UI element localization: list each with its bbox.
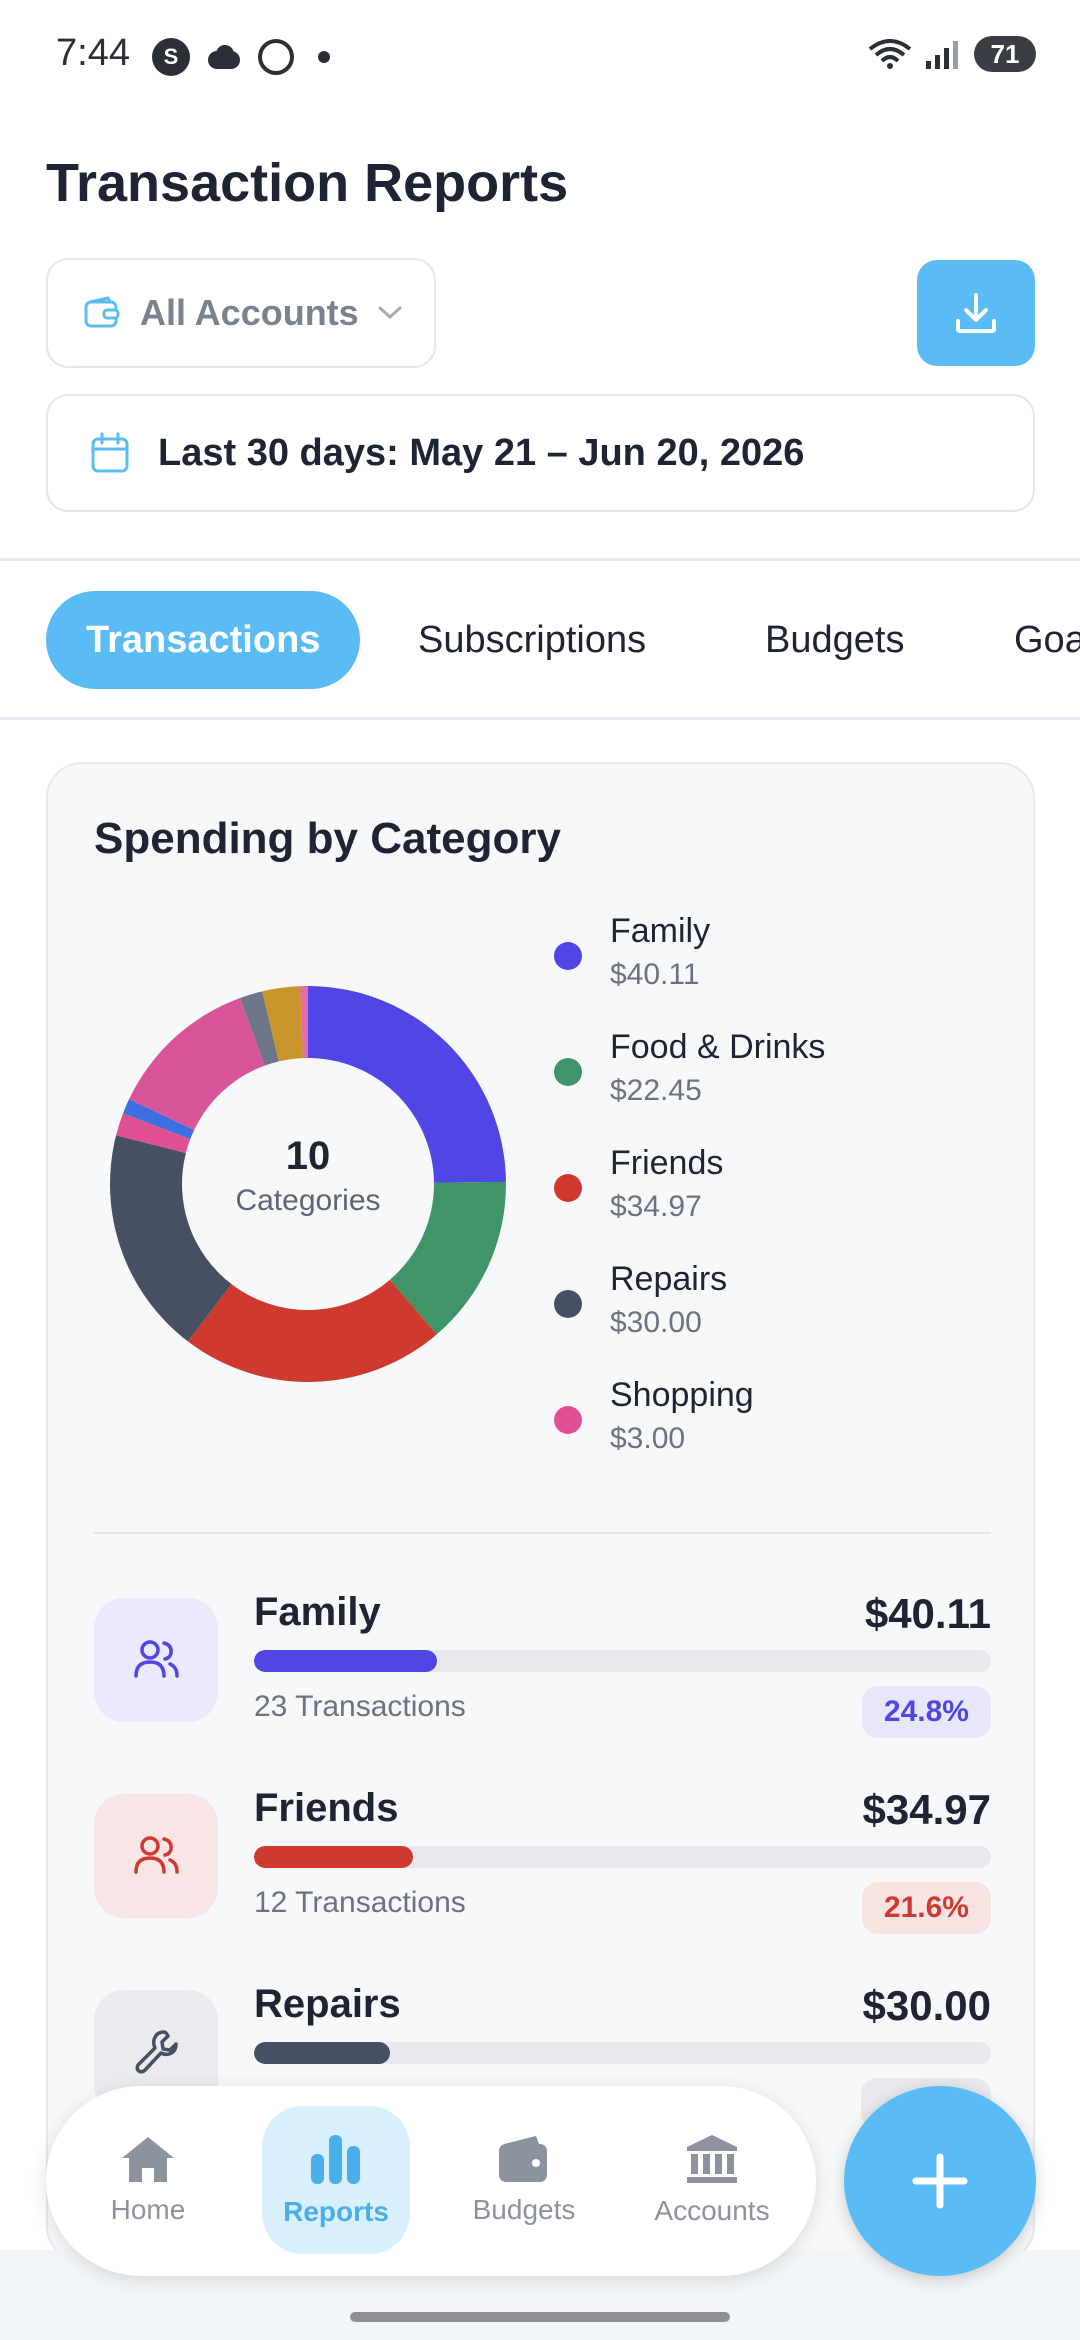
divider xyxy=(94,1532,991,1534)
nav-budgets[interactable]: Budgets xyxy=(450,2106,598,2254)
wallet-icon xyxy=(84,296,120,328)
category-progress-fill xyxy=(254,1650,437,1672)
legend-name: Shopping xyxy=(610,1376,754,1414)
battery-icon: 71 xyxy=(974,36,1036,72)
category-progress-fill xyxy=(254,1846,414,1868)
legend-name: Family xyxy=(610,912,711,950)
legend-dot xyxy=(554,1174,582,1202)
bank-icon xyxy=(687,2135,737,2183)
category-name: Family xyxy=(254,1590,381,1634)
bar-chart-icon xyxy=(311,2135,360,2184)
donut-slice-other-4 xyxy=(262,986,304,1062)
legend-value: $22.45 xyxy=(610,1074,702,1107)
nav-label: Home xyxy=(110,2194,186,2225)
account-select-label: All Accounts xyxy=(140,292,359,333)
account-select[interactable]: All Accounts xyxy=(46,258,436,368)
nav-label: Reports xyxy=(283,2196,389,2227)
category-progress-fill xyxy=(254,2042,391,2064)
add-transaction-button[interactable] xyxy=(844,2086,1036,2276)
calendar-icon xyxy=(91,432,129,473)
category-row-family[interactable]: Family $40.11 23 Transactions 24.8% xyxy=(94,1590,991,1748)
date-range-label: Last 30 days: May 21 – Jun 20, 2026 xyxy=(158,431,805,474)
donut-slice-food-drinks xyxy=(389,1181,506,1335)
chatgpt-icon xyxy=(258,39,294,75)
users-icon xyxy=(94,1794,218,1918)
donut-center-label: Categories xyxy=(235,1184,381,1217)
donut-slice-other-5 xyxy=(300,986,308,1059)
category-percent-badge: 21.6% xyxy=(861,1882,991,1934)
legend-name: Food & Drinks xyxy=(610,1028,826,1066)
legend-value: $34.97 xyxy=(610,1190,702,1223)
category-count: 12 Transactions xyxy=(254,1886,466,1919)
legend-value: $30.00 xyxy=(610,1306,702,1339)
download-button[interactable] xyxy=(917,260,1035,366)
download-icon xyxy=(956,293,996,333)
category-name: Repairs xyxy=(254,1982,401,2026)
home-indicator xyxy=(350,2312,730,2322)
date-range-picker[interactable]: Last 30 days: May 21 – Jun 20, 2026 xyxy=(46,394,1035,512)
tab-budgets[interactable]: Budgets xyxy=(765,618,905,661)
tab-subscriptions[interactable]: Subscriptions xyxy=(418,618,647,661)
legend-name: Repairs xyxy=(610,1260,728,1298)
donut-slice-other-1 xyxy=(123,1099,195,1140)
card-title: Spending by Category xyxy=(94,814,561,863)
s-circle-icon: S xyxy=(152,38,190,76)
wifi-icon xyxy=(868,39,912,69)
nav-home[interactable]: Home xyxy=(74,2106,222,2254)
donut-slice-family xyxy=(308,986,506,1183)
status-time: 7:44 xyxy=(56,32,130,74)
status-icons-left: S xyxy=(152,38,330,76)
nav-label: Accounts xyxy=(654,2195,770,2226)
nav-label: Budgets xyxy=(472,2194,576,2225)
plus-icon xyxy=(912,2153,968,2209)
legend-dot xyxy=(554,1406,582,1434)
category-count: 23 Transactions xyxy=(254,1690,466,1723)
category-amount: $34.97 xyxy=(862,1786,991,1833)
donut-chart: 10 Categories xyxy=(108,984,508,1384)
category-amount: $40.11 xyxy=(864,1590,991,1637)
category-progress-track xyxy=(254,1650,991,1672)
report-tabs: Transactions Subscriptions Budgets Goals xyxy=(0,558,1080,720)
legend-value: $40.11 xyxy=(610,958,700,991)
status-icons-right: 71 xyxy=(868,36,1036,72)
category-percent-badge: 24.8% xyxy=(861,1686,991,1738)
legend-dot xyxy=(554,1058,582,1086)
status-bar: 7:44 S 71 xyxy=(0,0,1080,110)
legend-value: $3.00 xyxy=(610,1422,686,1455)
nav-reports[interactable]: Reports xyxy=(262,2106,410,2254)
legend-dot xyxy=(554,1290,582,1318)
donut-slice-other-3 xyxy=(240,991,279,1066)
donut-slice-shopping xyxy=(116,1113,191,1154)
spending-card: Spending by Category 10 Categories Famil… xyxy=(46,762,1035,2262)
dot-icon xyxy=(318,51,330,63)
chevron-down-icon xyxy=(378,306,402,320)
category-amount: $30.00 xyxy=(862,1982,991,2029)
category-name: Friends xyxy=(254,1786,399,1830)
home-icon xyxy=(122,2137,174,2182)
signal-icon xyxy=(926,41,958,69)
tab-transactions[interactable]: Transactions xyxy=(46,591,361,689)
donut-center-count: 10 xyxy=(285,1134,331,1178)
users-icon xyxy=(94,1598,218,1722)
legend-name: Friends xyxy=(610,1144,724,1182)
donut-svg xyxy=(109,986,506,1382)
legend-dot xyxy=(554,942,582,970)
nav-accounts[interactable]: Accounts xyxy=(638,2106,786,2254)
donut-slice-other-2 xyxy=(129,998,265,1131)
wallet-icon xyxy=(499,2136,547,2182)
page-title: Transaction Reports xyxy=(46,153,569,213)
category-row-friends[interactable]: Friends $34.97 12 Transactions 21.6% xyxy=(94,1786,991,1944)
donut-slice-friends xyxy=(187,1279,437,1382)
tab-goals[interactable]: Goals xyxy=(1014,618,1080,661)
category-progress-track xyxy=(254,2042,991,2064)
bottom-nav: Home Reports Budgets Accounts xyxy=(46,2086,816,2276)
donut-slice-repairs xyxy=(109,1135,232,1342)
category-progress-track xyxy=(254,1846,991,1868)
cloud-icon xyxy=(204,45,244,69)
